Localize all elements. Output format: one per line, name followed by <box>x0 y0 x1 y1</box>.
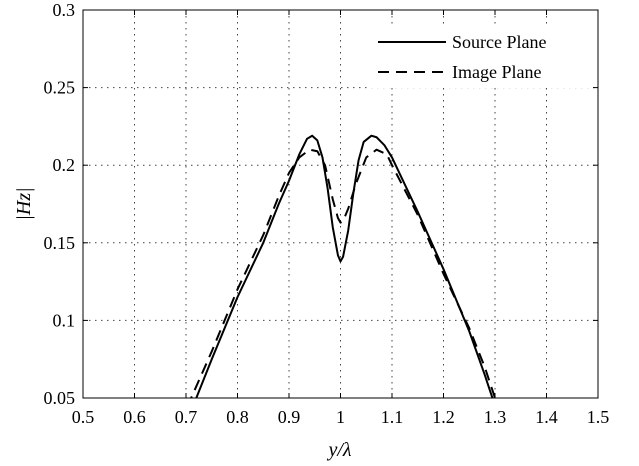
x-tick-label: 0.7 <box>175 407 198 427</box>
x-tick-label: 1 <box>336 407 345 427</box>
y-tick-label: 0.3 <box>53 0 76 20</box>
x-axis-label: y/λ <box>326 439 351 461</box>
x-tick-label: 0.5 <box>72 407 95 427</box>
x-tick-label: 0.9 <box>278 407 301 427</box>
legend: Source Plane Image Plane <box>368 24 592 88</box>
x-tick-labels: 0.5 0.6 0.7 0.8 0.9 1 1.1 1.2 1.3 1.4 1.5 <box>72 407 610 427</box>
series-layer <box>189 134 497 398</box>
legend-box <box>368 24 592 88</box>
ticks <box>82 9 599 399</box>
y-tick-label: 0.05 <box>44 388 76 408</box>
y-tick-label: 0.25 <box>44 78 76 98</box>
y-tick-labels: 0.05 0.1 0.15 0.2 0.25 0.3 <box>44 0 76 408</box>
x-tick-label: 1.2 <box>432 407 455 427</box>
legend-label-image-plane: Image Plane <box>452 62 541 82</box>
x-tick-label: 1.4 <box>535 407 558 427</box>
x-tick-label: 1.5 <box>587 407 610 427</box>
x-tick-label: 1.1 <box>381 407 404 427</box>
y-tick-label: 0.15 <box>44 233 76 253</box>
y-axis-label: |Hz| <box>13 187 35 220</box>
x-tick-label: 0.6 <box>123 407 146 427</box>
x-tick-label: 0.8 <box>226 407 249 427</box>
y-tick-label: 0.1 <box>53 310 76 330</box>
y-tick-label: 0.2 <box>53 155 76 175</box>
legend-label-source-plane: Source Plane <box>452 32 546 52</box>
x-tick-label: 1.3 <box>484 407 507 427</box>
series-line-image-plane <box>189 148 497 398</box>
series-line-source-plane <box>195 134 494 398</box>
